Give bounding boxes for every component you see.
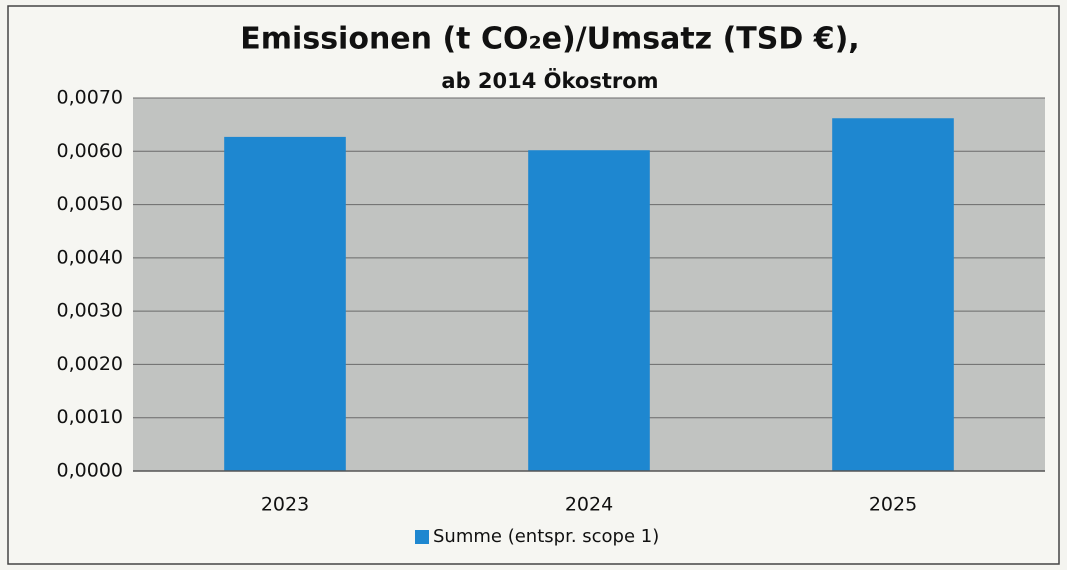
x-tick-label: 2025 — [869, 494, 917, 516]
legend-swatch — [415, 530, 429, 544]
y-tick-label: 0,0050 — [57, 193, 123, 215]
y-tick-label: 0,0010 — [57, 406, 123, 428]
y-tick-label: 0,0060 — [57, 140, 123, 162]
y-tick-label: 0,0020 — [57, 353, 123, 375]
bar — [224, 136, 346, 472]
y-tick-label: 0,0070 — [57, 87, 123, 109]
x-tick-label: 2023 — [261, 494, 309, 516]
chart-subtitle: ab 2014 Ökostrom — [441, 68, 658, 93]
bar — [832, 118, 954, 472]
y-tick-label: 0,0040 — [57, 246, 123, 268]
x-tick-label: 2024 — [565, 494, 613, 516]
legend-label: Summe (entspr. scope 1) — [433, 526, 659, 547]
chart-title: Emissionen (t CO₂e)/Umsatz (TSD €), — [240, 22, 859, 57]
y-tick-label: 0,0030 — [57, 300, 123, 322]
bar — [528, 150, 650, 471]
y-tick-label: 0,0000 — [57, 460, 123, 482]
